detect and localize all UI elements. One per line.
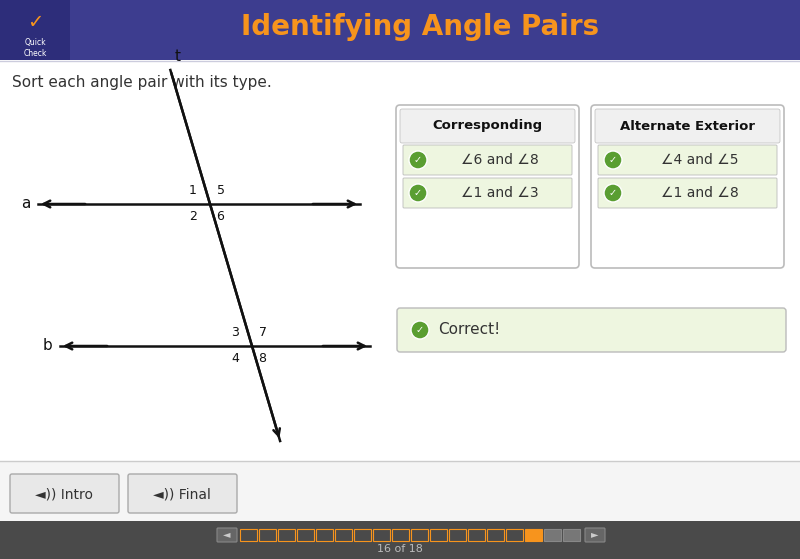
Text: Corresponding: Corresponding	[433, 120, 542, 132]
Bar	[0, 461, 800, 521]
Bar	[316, 529, 333, 541]
FancyBboxPatch shape	[217, 528, 237, 542]
FancyBboxPatch shape	[598, 178, 777, 208]
FancyBboxPatch shape	[591, 105, 784, 268]
Circle shape	[604, 151, 622, 169]
Text: 7: 7	[258, 326, 266, 339]
Bar	[525, 529, 542, 541]
FancyBboxPatch shape	[396, 105, 579, 268]
Bar	[259, 529, 276, 541]
FancyBboxPatch shape	[403, 178, 572, 208]
Text: Identifying Angle Pairs: Identifying Angle Pairs	[241, 13, 599, 41]
Bar	[449, 529, 466, 541]
Text: ✓: ✓	[27, 13, 43, 32]
FancyBboxPatch shape	[403, 145, 572, 175]
FancyBboxPatch shape	[595, 109, 780, 143]
Text: ✓: ✓	[414, 155, 422, 165]
Text: 16 of 18: 16 of 18	[377, 544, 423, 554]
Bar	[563, 529, 580, 541]
Text: t: t	[174, 49, 180, 64]
Circle shape	[411, 321, 429, 339]
Bar	[544, 529, 561, 541]
Bar	[0, 521, 800, 559]
Text: Sort each angle pair with its type.: Sort each angle pair with its type.	[12, 74, 272, 89]
Bar	[411, 529, 428, 541]
Text: ◄: ◄	[223, 529, 230, 539]
Text: ✓: ✓	[414, 188, 422, 198]
FancyBboxPatch shape	[397, 308, 786, 352]
Bar	[297, 529, 314, 541]
Bar	[392, 529, 409, 541]
Text: 4: 4	[231, 353, 239, 366]
Bar	[278, 529, 295, 541]
Text: ∠1 and ∠8: ∠1 and ∠8	[661, 186, 738, 200]
FancyBboxPatch shape	[128, 474, 237, 513]
Bar	[468, 529, 485, 541]
Text: ►: ►	[591, 529, 598, 539]
FancyBboxPatch shape	[400, 109, 575, 143]
FancyBboxPatch shape	[10, 474, 119, 513]
Text: ∠1 and ∠3: ∠1 and ∠3	[461, 186, 538, 200]
Bar	[0, 0, 800, 60]
Text: ∠4 and ∠5: ∠4 and ∠5	[661, 153, 738, 167]
Text: Alternate Exterior: Alternate Exterior	[620, 120, 755, 132]
Text: ✓: ✓	[609, 155, 617, 165]
Bar	[506, 529, 523, 541]
Text: 2: 2	[189, 211, 197, 224]
Bar	[240, 529, 257, 541]
Text: Quick
Check: Quick Check	[23, 39, 46, 58]
Text: 3: 3	[231, 326, 239, 339]
Circle shape	[409, 184, 427, 202]
Text: b: b	[42, 339, 52, 353]
Text: ◄)) Final: ◄)) Final	[153, 487, 211, 501]
Bar	[0, 0, 70, 60]
Circle shape	[409, 151, 427, 169]
Text: ◄)) Intro: ◄)) Intro	[35, 487, 93, 501]
Bar	[354, 529, 371, 541]
Circle shape	[604, 184, 622, 202]
Text: ✓: ✓	[609, 188, 617, 198]
Text: ✓: ✓	[416, 325, 424, 335]
FancyBboxPatch shape	[598, 145, 777, 175]
Circle shape	[21, 10, 49, 38]
Text: Correct!: Correct!	[438, 323, 500, 338]
Text: 6: 6	[217, 211, 224, 224]
Text: 5: 5	[217, 184, 225, 197]
Text: a: a	[21, 197, 30, 211]
Bar	[430, 529, 447, 541]
Bar	[487, 529, 504, 541]
Bar	[373, 529, 390, 541]
FancyBboxPatch shape	[585, 528, 605, 542]
Text: 1: 1	[189, 184, 197, 197]
Text: 8: 8	[258, 353, 266, 366]
Bar	[335, 529, 352, 541]
Text: ∠6 and ∠8: ∠6 and ∠8	[461, 153, 538, 167]
